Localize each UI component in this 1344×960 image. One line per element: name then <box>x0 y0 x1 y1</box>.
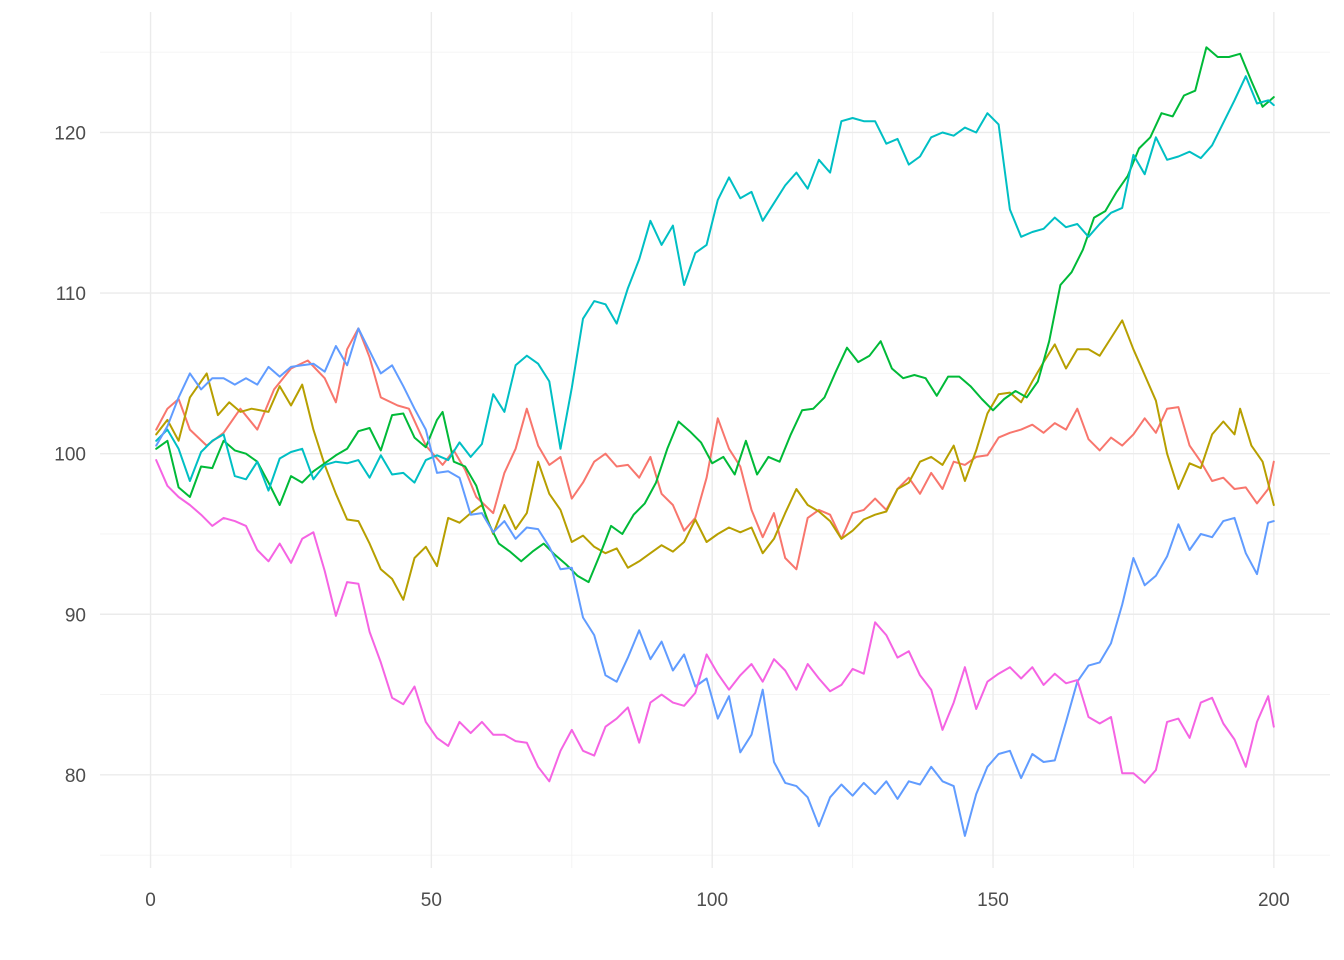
y-tick-label: 80 <box>65 766 86 787</box>
series-lines <box>155 46 1275 837</box>
y-tick-label: 90 <box>65 605 86 626</box>
y-axis: 80 90 100 110 120 <box>54 123 86 786</box>
series-line-4 <box>155 75 1275 492</box>
x-axis: 0 50 100 150 200 <box>145 890 1289 911</box>
series-line-3 <box>155 46 1275 584</box>
major-gridlines <box>100 12 1330 868</box>
x-tick-label: 100 <box>696 890 728 911</box>
x-tick-label: 50 <box>421 890 442 911</box>
y-tick-label: 120 <box>54 123 86 144</box>
y-tick-label: 100 <box>54 445 86 466</box>
x-tick-label: 200 <box>1258 890 1290 911</box>
x-tick-label: 150 <box>977 890 1009 911</box>
series-line-6 <box>155 459 1275 784</box>
series-line-2 <box>155 319 1275 601</box>
x-tick-label: 0 <box>145 890 156 911</box>
y-tick-label: 110 <box>56 284 86 305</box>
series-line-5 <box>155 327 1275 837</box>
minor-gridlines <box>100 12 1330 868</box>
series-line-1 <box>155 327 1275 571</box>
